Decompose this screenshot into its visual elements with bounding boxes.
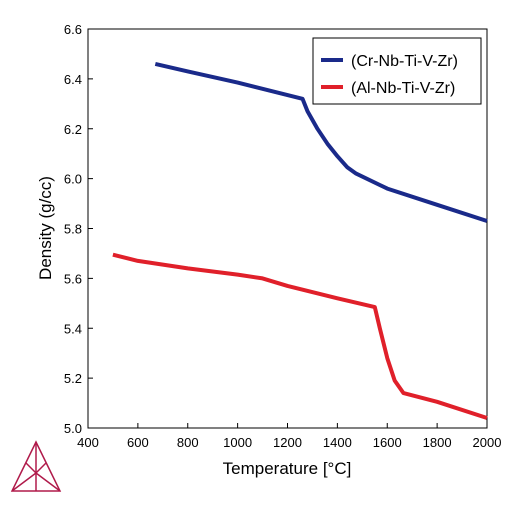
y-tick-label: 6.6 — [64, 22, 82, 37]
x-axis-ticks: 400 600 800 1000 1200 1400 1600 1800 2000 — [77, 423, 501, 450]
y-tick-label: 5.0 — [64, 421, 82, 436]
x-tick-label: 800 — [177, 435, 199, 450]
legend: (Cr-Nb-Ti-V-Zr) (Al-Nb-Ti-V-Zr) — [312, 37, 482, 105]
y-tick-label: 5.4 — [64, 321, 82, 336]
legend-label-al-nb-ti-v-zr: (Al-Nb-Ti-V-Zr) — [351, 80, 455, 97]
y-tick-label: 6.2 — [64, 122, 82, 137]
series-line-al-nb-ti-v-zr — [112, 252, 488, 420]
series-layer — [112, 61, 488, 420]
x-axis-title: Temperature [°C] — [223, 459, 352, 478]
x-tick-label: 1200 — [273, 435, 302, 450]
x-tick-label: 600 — [127, 435, 149, 450]
x-tick-label: 1600 — [373, 435, 402, 450]
y-tick-label: 5.6 — [64, 271, 82, 286]
x-tick-label: 2000 — [473, 435, 502, 450]
x-tick-label: 400 — [77, 435, 99, 450]
x-tick-label: 1800 — [423, 435, 452, 450]
y-axis-ticks: 5.0 5.2 5.4 5.6 5.8 6.0 6.2 6.4 6.6 — [64, 22, 93, 436]
series-line-cr-nb-ti-v-zr — [154, 61, 488, 223]
ternary-triangle-logo-icon — [10, 440, 62, 492]
y-tick-label: 5.8 — [64, 222, 82, 237]
legend-label-cr-nb-ti-v-zr: (Cr-Nb-Ti-V-Zr) — [351, 53, 458, 70]
legend-box — [312, 37, 482, 105]
x-tick-label: 1400 — [323, 435, 352, 450]
x-tick-label: 1000 — [223, 435, 252, 450]
y-tick-label: 5.2 — [64, 371, 82, 386]
y-axis-title: Density (g/cc) — [36, 176, 55, 280]
y-tick-label: 6.0 — [64, 172, 82, 187]
y-tick-label: 6.4 — [64, 72, 82, 87]
